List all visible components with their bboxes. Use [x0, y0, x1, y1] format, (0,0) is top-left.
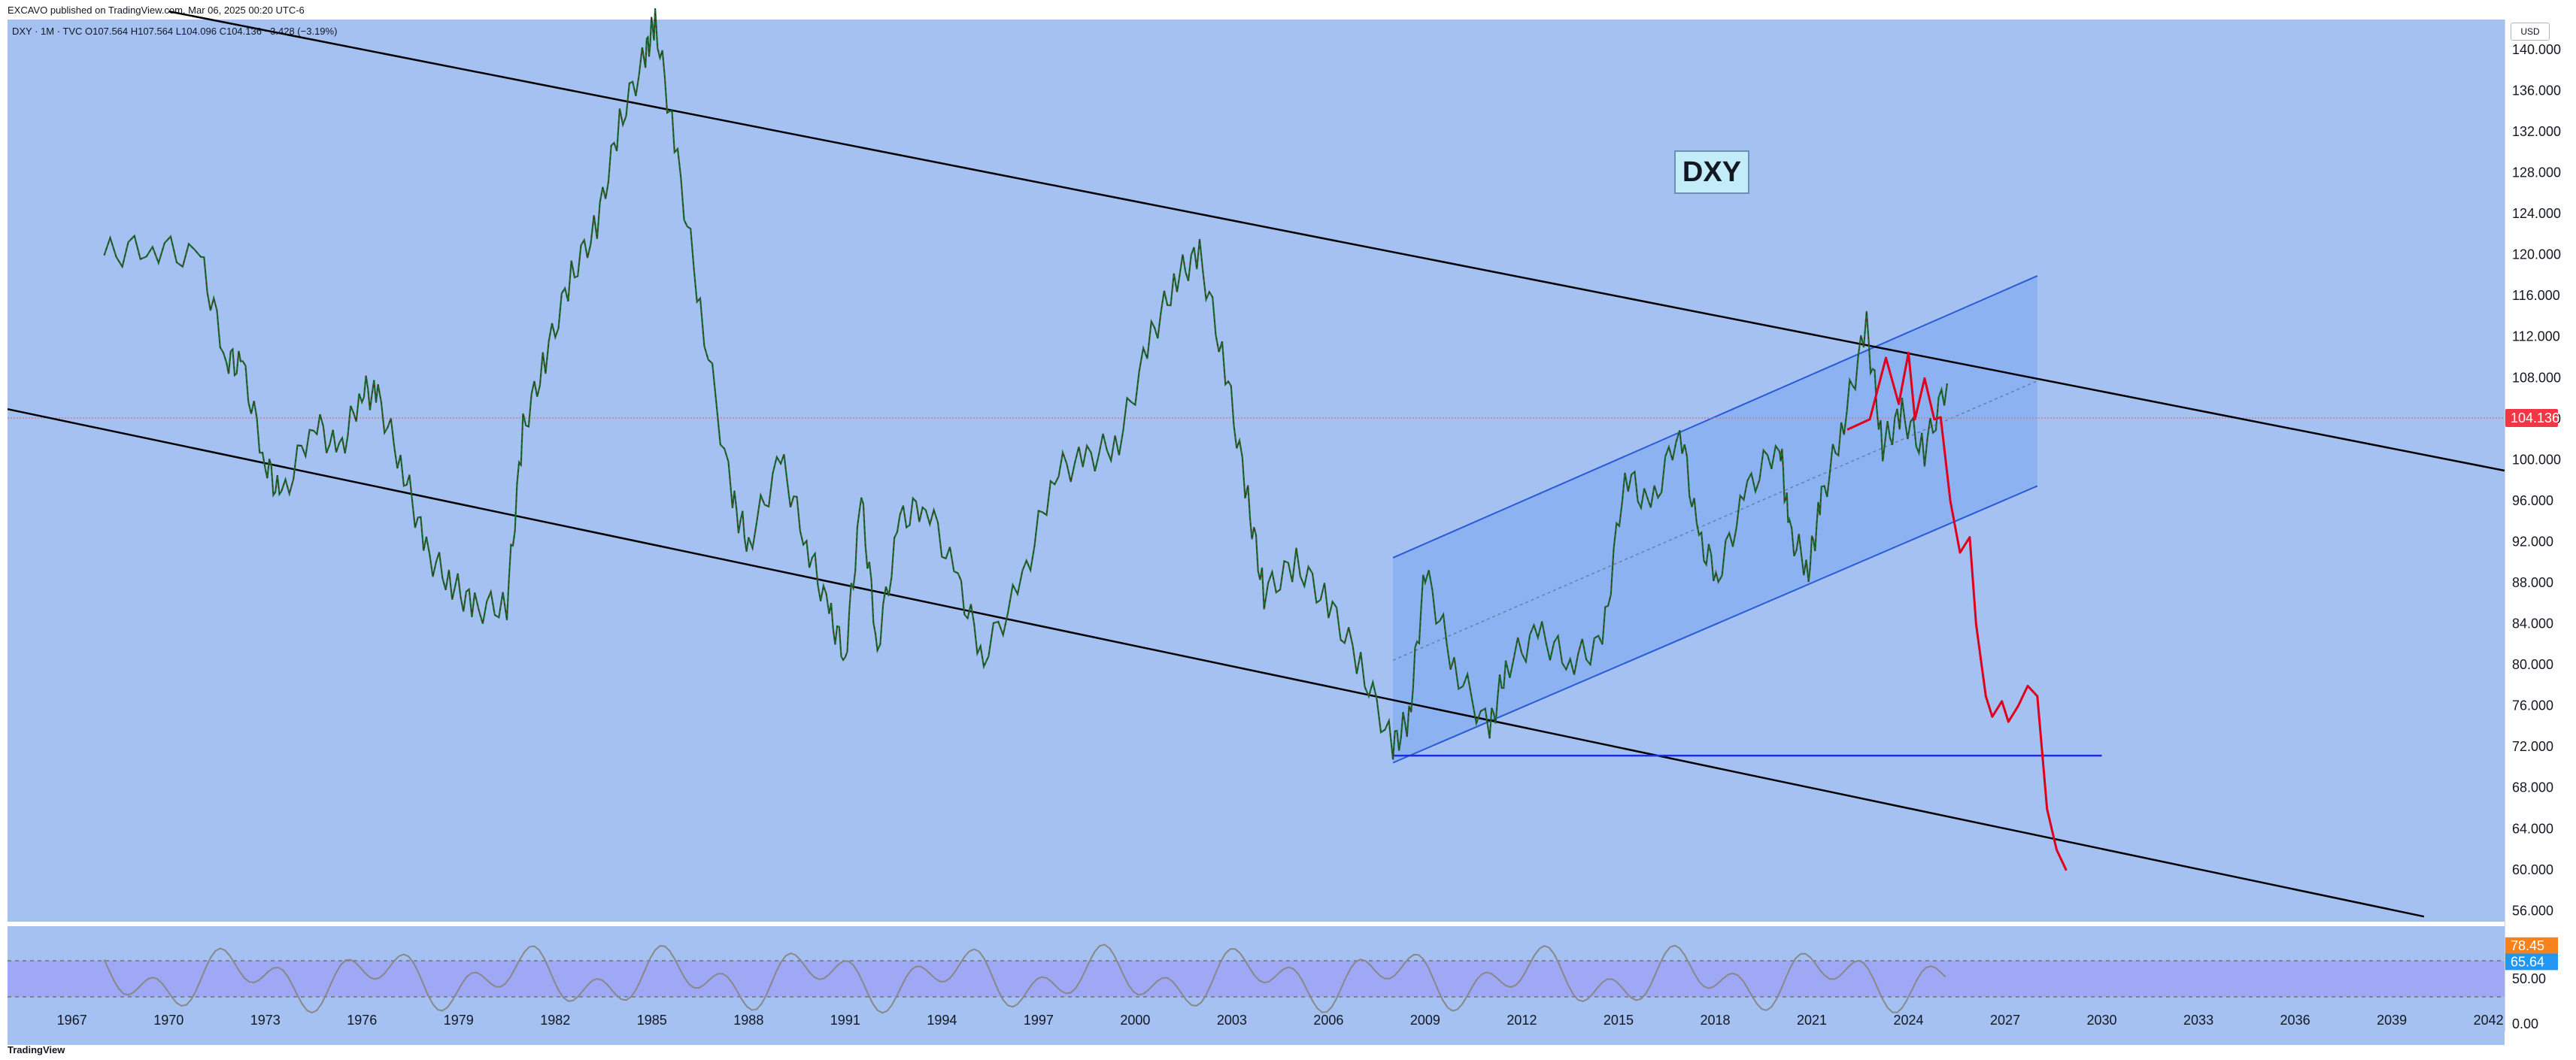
price-tick-label: 96.000: [2512, 493, 2553, 508]
time-tick-label: 2021: [1797, 1013, 1827, 1028]
last-price-label: 104.136: [2511, 410, 2559, 426]
rsi-label-low: 65.64: [2511, 954, 2544, 969]
time-tick-label: 2006: [1313, 1013, 1343, 1028]
time-tick-label: 2015: [1604, 1013, 1634, 1028]
header-bar: EXCAVO published on TradingView.com, Mar…: [0, 0, 2576, 20]
time-tick-label: 1997: [1024, 1013, 1054, 1028]
price-pane[interactable]: [8, 20, 2505, 922]
channel-midline: [1392, 380, 2038, 661]
price-tick-label: 100.000: [2512, 452, 2561, 467]
time-tick-label: 1991: [830, 1013, 860, 1028]
time-tick-label: 2042: [2474, 1013, 2504, 1028]
time-tick-label: 1973: [250, 1013, 281, 1028]
time-tick-label: 2009: [1410, 1013, 1440, 1028]
time-tick-label: 2027: [1990, 1013, 2020, 1028]
published-note: EXCAVO published on TradingView.com, Mar…: [8, 5, 305, 16]
price-tick-label: 84.000: [2512, 616, 2553, 631]
price-tick-label: 108.000: [2512, 370, 2561, 385]
price-tick-label: 140.000: [2512, 42, 2561, 57]
time-tick-label: 2003: [1217, 1013, 1247, 1028]
time-tick-label: 1979: [444, 1013, 474, 1028]
footer-bar: [0, 1045, 2576, 1060]
price-tick-label: 68.000: [2512, 780, 2553, 795]
rsi-band: [8, 961, 2505, 997]
time-tick-label: 1976: [347, 1013, 377, 1028]
rsi-badge-low: [2505, 953, 2558, 971]
price-tick-label: 112.000: [2512, 329, 2560, 344]
rsi-tick-label: 50.00: [2512, 971, 2546, 986]
price-tick-label: 116.000: [2512, 288, 2560, 303]
tradingview-logo: TradingView: [8, 1044, 65, 1055]
rsi-badge-high: [2505, 937, 2558, 954]
lower-trendline: [7, 407, 2425, 918]
price-tick-label: 124.000: [2512, 206, 2561, 221]
price-tick-label: 76.000: [2512, 698, 2553, 713]
time-tick-label: 1982: [540, 1013, 570, 1028]
price-tick-label: 80.000: [2512, 657, 2553, 672]
time-tick-label: 2018: [1700, 1013, 1730, 1028]
time-tick-label: 2030: [2087, 1013, 2117, 1028]
last-price-badge: [2505, 408, 2558, 427]
price-series: [103, 8, 1948, 760]
price-tick-label: 92.000: [2512, 534, 2553, 549]
time-tick-label: 2012: [1506, 1013, 1537, 1028]
rising-channel: [1393, 275, 2037, 763]
price-tick-label: 64.000: [2512, 821, 2553, 836]
price-tick-label: 132.000: [2512, 124, 2561, 139]
price-axis[interactable]: [2505, 20, 2576, 1031]
price-tick-label: 128.000: [2512, 165, 2561, 180]
time-tick-label: 2024: [1893, 1013, 1923, 1028]
time-tick-label: 1970: [153, 1013, 184, 1028]
channel-lower-line: [1392, 485, 2038, 764]
time-tick-label: 1967: [57, 1013, 87, 1028]
rsi-label-high: 78.45: [2511, 938, 2544, 953]
time-tick-label: 2000: [1120, 1013, 1150, 1028]
rsi-line: [103, 943, 1946, 1014]
time-tick-label: 1988: [733, 1013, 763, 1028]
projection-path: [1846, 351, 2068, 871]
time-tick-label: 1994: [927, 1013, 957, 1028]
price-tick-label: 60.000: [2512, 862, 2553, 877]
time-tick-label: 1985: [637, 1013, 667, 1028]
time-tick-label: 2036: [2280, 1013, 2311, 1028]
time-tick-label: 2039: [2377, 1013, 2407, 1028]
price-tick-label: 72.000: [2512, 739, 2553, 754]
dxy-annotation: DXY: [1674, 150, 1749, 194]
currency-button[interactable]: USD: [2511, 23, 2550, 41]
time-tick-label: 2033: [2183, 1013, 2213, 1028]
price-tick-label: 88.000: [2512, 575, 2553, 590]
rsi-tick-label: 0.00: [2512, 1016, 2538, 1031]
upper-trendline: [168, 10, 2505, 472]
channel-upper-line: [1392, 274, 2038, 559]
price-tick-label: 136.000: [2512, 83, 2561, 98]
price-series-down-candles: [104, 8, 1948, 760]
price-tick-label: 120.000: [2512, 247, 2561, 262]
price-tick-label: 56.000: [2512, 903, 2553, 918]
